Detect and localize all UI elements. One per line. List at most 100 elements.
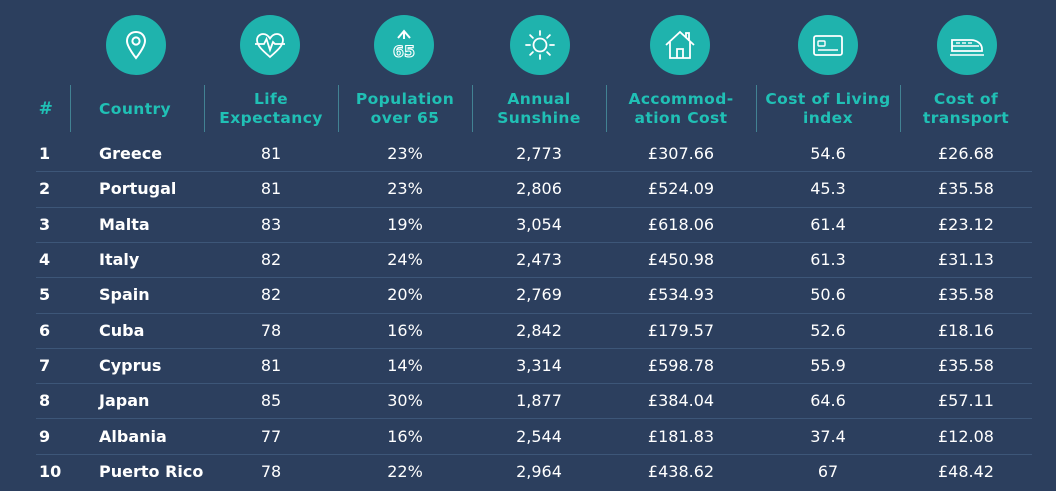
table-row: 10 Puerto Rico 78 22% 2,964 £438.62 67 £48.42 — [36, 454, 1032, 489]
cell-rank: 3 — [39, 214, 51, 234]
cell-annual-sunshine: 2,769 — [516, 285, 562, 305]
location-pin-icon — [106, 15, 166, 75]
cell-accommodation-cost: £179.57 — [647, 320, 715, 340]
cell-cost-of-transport: £57.11 — [938, 391, 994, 411]
cell-rank: 1 — [39, 144, 51, 164]
cell-cost-of-transport: £31.13 — [938, 250, 994, 270]
cell-life-expectancy: 77 — [260, 426, 282, 446]
cell-cost-of-living-index: 61.4 — [810, 214, 846, 234]
cell-cost-of-living-index: 64.6 — [810, 391, 846, 411]
header-annual-sunshine: Annual Sunshine — [497, 90, 581, 127]
cell-annual-sunshine: 2,544 — [516, 426, 562, 446]
cell-country: Puerto Rico — [99, 461, 204, 481]
cell-cost-of-transport: £26.68 — [938, 144, 994, 164]
cell-country: Malta — [99, 214, 150, 234]
cell-accommodation-cost: £450.98 — [647, 250, 715, 270]
cell-country: Italy — [99, 250, 140, 270]
cell-country: Portugal — [99, 179, 177, 199]
header-population-over-65: Population over 65 — [355, 90, 455, 127]
row-separator — [36, 206, 1032, 208]
cell-population-over-65: 16% — [387, 320, 423, 340]
header-divider — [70, 85, 71, 132]
train-icon — [937, 15, 997, 75]
cell-rank: 2 — [39, 179, 51, 199]
header-divider — [472, 85, 473, 132]
cell-population-over-65: 22% — [387, 461, 423, 481]
cell-annual-sunshine: 2,473 — [516, 250, 562, 270]
cell-annual-sunshine: 2,964 — [516, 461, 562, 481]
cell-rank: 4 — [39, 250, 51, 270]
cell-life-expectancy: 82 — [260, 285, 282, 305]
header-accommodation-cost: Accommod-ation Cost — [628, 90, 734, 127]
cell-cost-of-transport: £23.12 — [938, 214, 994, 234]
cell-population-over-65: 19% — [387, 214, 423, 234]
house-icon — [650, 15, 710, 75]
cell-life-expectancy: 78 — [260, 320, 282, 340]
cell-cost-of-transport: £35.58 — [938, 179, 994, 199]
cell-population-over-65: 24% — [387, 250, 423, 270]
row-separator — [36, 241, 1032, 243]
cell-life-expectancy: 78 — [260, 461, 282, 481]
cell-accommodation-cost: £524.09 — [647, 179, 715, 199]
row-separator — [36, 453, 1032, 455]
cell-country: Japan — [99, 391, 150, 411]
cell-country: Spain — [99, 285, 150, 305]
cell-cost-of-transport: £12.08 — [938, 426, 994, 446]
header-cost-of-transport: Cost of transport — [922, 90, 1010, 127]
cell-accommodation-cost: £384.04 — [647, 391, 715, 411]
cell-rank: 6 — [39, 320, 51, 340]
cell-cost-of-living-index: 52.6 — [810, 320, 846, 340]
cell-accommodation-cost: £534.93 — [647, 285, 715, 305]
cell-cost-of-living-index: 37.4 — [810, 426, 846, 446]
cell-country: Albania — [99, 426, 167, 446]
cell-cost-of-transport: £35.58 — [938, 355, 994, 375]
cell-population-over-65: 23% — [387, 144, 423, 164]
header-life-expectancy: Life Expectancy — [219, 90, 323, 127]
header-divider — [338, 85, 339, 132]
cell-life-expectancy: 81 — [260, 355, 282, 375]
cell-life-expectancy: 81 — [260, 144, 282, 164]
cell-accommodation-cost: £618.06 — [647, 214, 715, 234]
cell-accommodation-cost: £598.78 — [647, 355, 715, 375]
table-row: 3 Malta 83 19% 3,054 £618.06 61.4 £23.12 — [36, 207, 1032, 242]
header-divider — [204, 85, 205, 132]
header-divider — [756, 85, 757, 132]
header-cost-of-living-index: Cost of Living index — [765, 90, 891, 127]
cell-cost-of-living-index: 61.3 — [810, 250, 846, 270]
cell-life-expectancy: 82 — [260, 250, 282, 270]
header-country: Country — [99, 99, 172, 118]
cell-population-over-65: 14% — [387, 355, 423, 375]
cell-country: Cyprus — [99, 355, 162, 375]
cell-cost-of-living-index: 67 — [817, 461, 839, 481]
cell-rank: 9 — [39, 426, 51, 446]
row-separator — [36, 418, 1032, 420]
row-separator — [36, 312, 1032, 314]
cell-accommodation-cost: £307.66 — [647, 144, 715, 164]
table-row: 7 Cyprus 81 14% 3,314 £598.78 55.9 £35.58 — [36, 348, 1032, 383]
cell-cost-of-living-index: 50.6 — [810, 285, 846, 305]
cell-life-expectancy: 85 — [260, 391, 282, 411]
cell-rank: 10 — [39, 461, 62, 481]
table-row: 2 Portugal 81 23% 2,806 £524.09 45.3 £35.58 — [36, 171, 1032, 206]
cell-cost-of-transport: £48.42 — [938, 461, 994, 481]
row-separator — [36, 277, 1032, 279]
cell-annual-sunshine: 1,877 — [516, 391, 562, 411]
cell-annual-sunshine: 2,773 — [516, 144, 562, 164]
cell-annual-sunshine: 3,054 — [516, 214, 562, 234]
cell-cost-of-living-index: 45.3 — [810, 179, 846, 199]
cell-country: Cuba — [99, 320, 145, 340]
cell-annual-sunshine: 2,842 — [516, 320, 562, 340]
cell-accommodation-cost: £438.62 — [647, 461, 715, 481]
heartbeat-icon — [240, 15, 300, 75]
cell-life-expectancy: 81 — [260, 179, 282, 199]
cell-population-over-65: 30% — [387, 391, 423, 411]
table-row: 1 Greece 81 23% 2,773 £307.66 54.6 £26.68 — [36, 136, 1032, 171]
cell-cost-of-living-index: 54.6 — [810, 144, 846, 164]
cell-rank: 7 — [39, 355, 51, 375]
credit-card-icon — [798, 15, 858, 75]
over-65-icon-label: 65 — [393, 42, 415, 61]
sun-icon — [510, 15, 570, 75]
cell-cost-of-transport: £18.16 — [938, 320, 994, 340]
cell-life-expectancy: 83 — [260, 214, 282, 234]
